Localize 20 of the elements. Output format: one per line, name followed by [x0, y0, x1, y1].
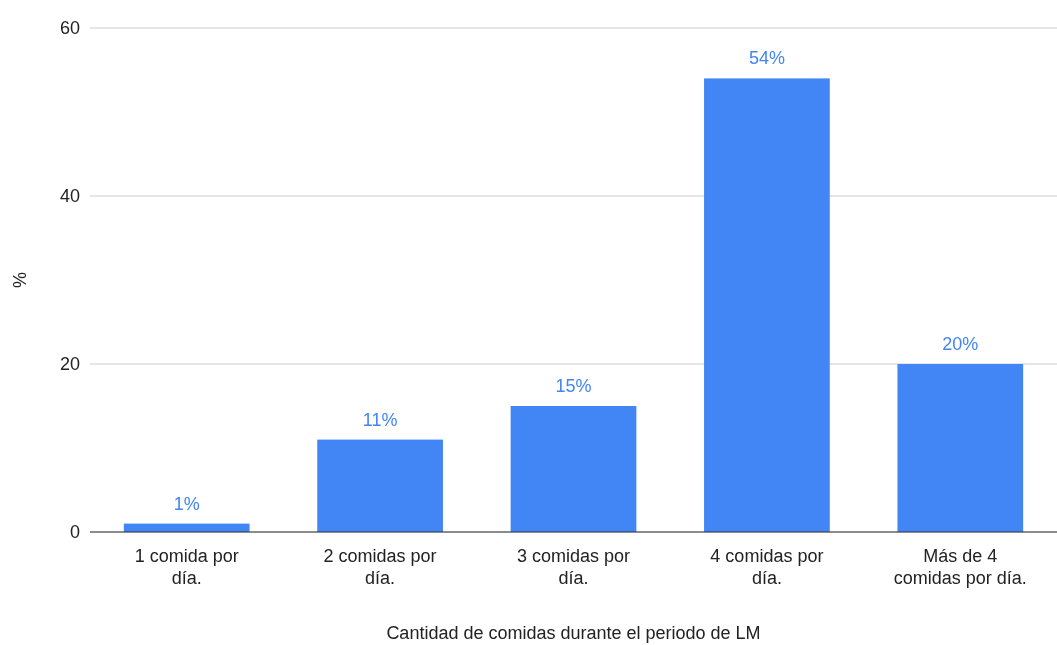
bar	[510, 406, 637, 532]
y-tick-label: 20	[59, 354, 80, 375]
y-tick-label: 0	[69, 522, 80, 543]
x-tick-label: 3 comidas por día.	[516, 546, 631, 588]
data-label: 1%	[173, 493, 200, 514]
bar	[704, 78, 830, 532]
bar	[897, 364, 1024, 532]
data-label: 15%	[555, 376, 592, 396]
x-axis-title: Cantidad de comidas durante el periodo de LM	[386, 623, 761, 643]
y-axis-title: %	[10, 271, 30, 289]
bar	[317, 439, 443, 532]
y-tick-label: 60	[59, 18, 80, 39]
y-tick-label: 40	[59, 186, 80, 207]
x-tick-label: 1 comida por día.	[134, 546, 239, 588]
x-tick-label: 2 comidas por día.	[323, 546, 437, 588]
x-tick-label: Más de 4 comidas por día.	[893, 546, 1027, 588]
x-tick-label: 4 comidas por día.	[710, 546, 824, 588]
data-label: 11%	[362, 409, 398, 430]
data-label: 20%	[942, 334, 979, 354]
data-label: 54%	[748, 48, 785, 69]
